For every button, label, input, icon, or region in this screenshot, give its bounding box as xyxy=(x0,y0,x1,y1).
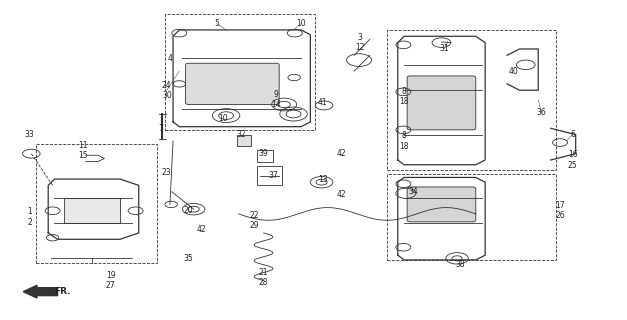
FancyBboxPatch shape xyxy=(407,76,476,130)
Text: 33: 33 xyxy=(24,130,34,139)
Text: 42: 42 xyxy=(196,225,206,234)
Text: 1
2: 1 2 xyxy=(27,207,32,227)
Bar xyxy=(387,174,556,260)
Bar xyxy=(36,144,157,263)
Text: 11
15: 11 15 xyxy=(78,141,87,160)
Text: 23: 23 xyxy=(162,168,172,177)
FancyBboxPatch shape xyxy=(407,187,476,222)
Text: 35: 35 xyxy=(184,254,194,263)
Text: 22
29: 22 29 xyxy=(250,211,259,230)
Text: 3
12: 3 12 xyxy=(356,33,365,52)
FancyBboxPatch shape xyxy=(186,63,279,105)
Text: FR.: FR. xyxy=(55,287,71,296)
Text: 38: 38 xyxy=(455,260,465,269)
Bar xyxy=(257,166,282,185)
Text: 37: 37 xyxy=(268,172,278,180)
Text: 10: 10 xyxy=(296,19,306,28)
Text: 20: 20 xyxy=(184,206,194,215)
Bar xyxy=(387,30,556,170)
Text: 24
30: 24 30 xyxy=(162,81,172,100)
Text: 31: 31 xyxy=(440,44,450,53)
Text: 13: 13 xyxy=(318,174,328,184)
Text: 8
18: 8 18 xyxy=(399,87,409,106)
Text: 16
25: 16 25 xyxy=(567,150,577,170)
Bar xyxy=(257,150,273,162)
Text: 5: 5 xyxy=(214,19,219,28)
Text: 34: 34 xyxy=(409,187,418,196)
Text: 10: 10 xyxy=(218,114,228,123)
Text: 4: 4 xyxy=(167,54,172,63)
Text: 19
27: 19 27 xyxy=(106,271,115,290)
Text: 6: 6 xyxy=(570,130,575,139)
Text: 17
26: 17 26 xyxy=(556,201,565,220)
Bar xyxy=(64,198,120,223)
Text: 41: 41 xyxy=(318,99,328,108)
Text: 42: 42 xyxy=(337,190,346,199)
Text: 7: 7 xyxy=(158,124,163,133)
Text: 9
14: 9 14 xyxy=(271,90,281,109)
Bar xyxy=(238,135,251,146)
Text: 40: 40 xyxy=(508,67,518,76)
Text: 32: 32 xyxy=(237,130,246,139)
FancyArrow shape xyxy=(23,285,58,298)
Text: 8
18: 8 18 xyxy=(399,131,409,151)
Bar xyxy=(165,14,315,130)
Text: 42: 42 xyxy=(337,149,346,158)
Text: 21
28: 21 28 xyxy=(259,268,268,287)
Text: 39: 39 xyxy=(259,149,268,158)
Text: 36: 36 xyxy=(537,108,546,117)
